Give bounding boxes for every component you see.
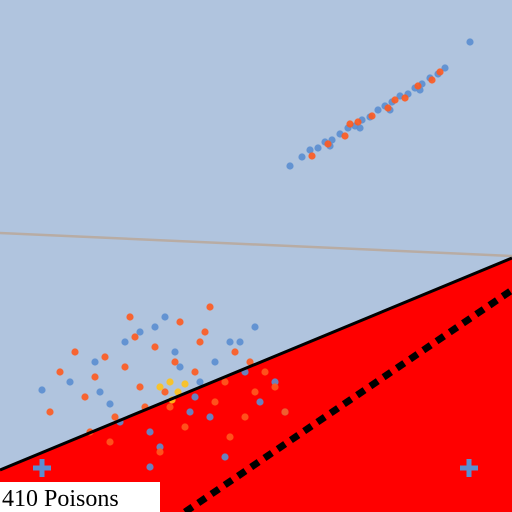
- point: [384, 104, 392, 112]
- point: [226, 433, 234, 441]
- point: [368, 112, 376, 120]
- point: [191, 393, 199, 401]
- point: [91, 373, 99, 381]
- point: [111, 413, 119, 421]
- point: [298, 153, 306, 161]
- point: [126, 313, 134, 321]
- annotation: 410 Poisons: [2, 486, 119, 512]
- point: [146, 463, 154, 471]
- point: [354, 118, 362, 126]
- point: [66, 378, 74, 386]
- point: [106, 400, 114, 408]
- point: [101, 353, 109, 361]
- point: [196, 338, 204, 346]
- point: [281, 408, 289, 416]
- point: [56, 368, 64, 376]
- point: [206, 303, 214, 311]
- point: [436, 68, 444, 76]
- point: [121, 363, 129, 371]
- point: [271, 383, 279, 391]
- point: [391, 96, 399, 104]
- point: [271, 378, 279, 386]
- point: [181, 423, 189, 431]
- point: [231, 348, 239, 356]
- point: [346, 120, 354, 128]
- point: [256, 398, 264, 406]
- point: [441, 64, 449, 72]
- point: [306, 146, 314, 154]
- point: [191, 368, 199, 376]
- point: [414, 82, 422, 90]
- point: [121, 338, 129, 346]
- point: [96, 388, 104, 396]
- point: [186, 408, 194, 416]
- plus-marker: [33, 459, 51, 477]
- point: [251, 388, 259, 396]
- point: [356, 124, 364, 132]
- point: [136, 383, 144, 391]
- point: [151, 323, 159, 331]
- point: [341, 132, 349, 140]
- boundary-line: [183, 287, 512, 512]
- point: [181, 380, 189, 388]
- point: [241, 413, 249, 421]
- point: [196, 378, 204, 386]
- point: [166, 378, 174, 386]
- point: [201, 328, 209, 336]
- point: [428, 76, 436, 84]
- point: [131, 333, 139, 341]
- point: [171, 348, 179, 356]
- boundary-line: [0, 256, 512, 472]
- point: [136, 328, 144, 336]
- point: [156, 448, 164, 456]
- annotation-box: [0, 482, 160, 512]
- point: [161, 388, 169, 396]
- point: [246, 358, 254, 366]
- point: [466, 38, 474, 46]
- point: [46, 408, 54, 416]
- point: [174, 388, 182, 396]
- point: [324, 140, 332, 148]
- point: [91, 358, 99, 366]
- point: [211, 398, 219, 406]
- point: [261, 368, 269, 376]
- point: [206, 413, 214, 421]
- point: [374, 106, 382, 114]
- point: [166, 403, 174, 411]
- point: [156, 383, 164, 391]
- point: [156, 443, 164, 451]
- point: [81, 393, 89, 401]
- point: [314, 144, 322, 152]
- poison-region: [0, 258, 512, 512]
- point: [236, 338, 244, 346]
- point: [171, 358, 179, 366]
- point: [106, 438, 114, 446]
- point: [211, 358, 219, 366]
- point: [251, 323, 259, 331]
- point: [176, 363, 184, 371]
- point: [286, 162, 294, 170]
- point: [308, 152, 316, 160]
- plus-marker: [460, 459, 478, 477]
- point: [401, 94, 409, 102]
- point: [38, 386, 46, 394]
- point: [161, 313, 169, 321]
- point: [146, 428, 154, 436]
- point: [226, 338, 234, 346]
- point: [151, 343, 159, 351]
- point: [71, 348, 79, 356]
- point: [221, 378, 229, 386]
- point: [221, 453, 229, 461]
- boundary-line: [0, 231, 512, 258]
- point: [176, 318, 184, 326]
